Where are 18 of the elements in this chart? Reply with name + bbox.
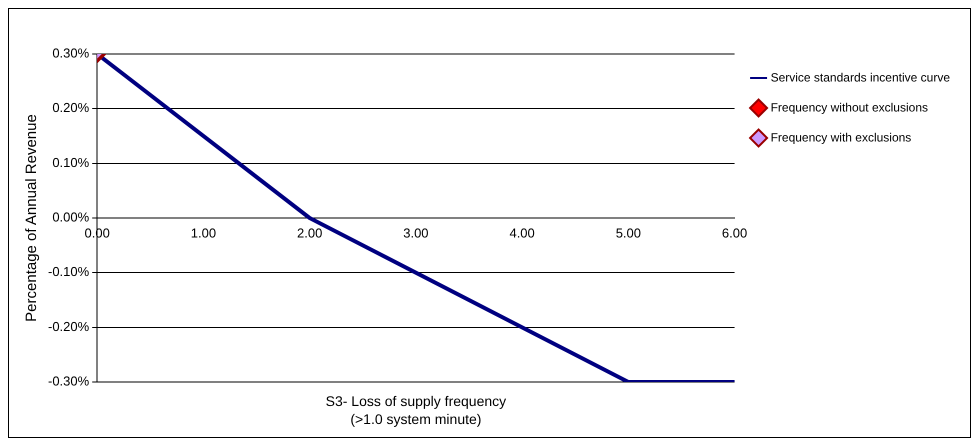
legend-label: Service standards incentive curve — [770, 70, 950, 84]
x-tick-label: 1.00 — [190, 225, 216, 240]
x-tick-label: 5.00 — [616, 225, 642, 240]
y-tick-label: 0.10% — [52, 154, 90, 170]
y-tick-label: 0.00% — [52, 210, 90, 225]
legend-label: Frequency with exclusions — [770, 130, 912, 144]
legend-label: Frequency without exclusions — [770, 100, 928, 114]
x-tick-label: 4.00 — [509, 225, 535, 240]
x-axis-title: S3- Loss of supply frequency (>1.0 system minute) — [326, 393, 506, 427]
y-tick-label: 0.30% — [52, 46, 90, 61]
y-tick-label: 0.20% — [52, 100, 90, 116]
y-tick-label: -0.30% — [48, 374, 90, 389]
y-tick-label: -0.10% — [48, 264, 90, 280]
x-tick-label: 2.00 — [296, 225, 322, 240]
y-tick-label: -0.20% — [48, 318, 90, 334]
x-tick-label: 3.00 — [403, 225, 429, 240]
x-tick-label: 6.00 — [722, 225, 748, 240]
y-axis-title: Percentage of Annual Revenue — [23, 114, 40, 322]
